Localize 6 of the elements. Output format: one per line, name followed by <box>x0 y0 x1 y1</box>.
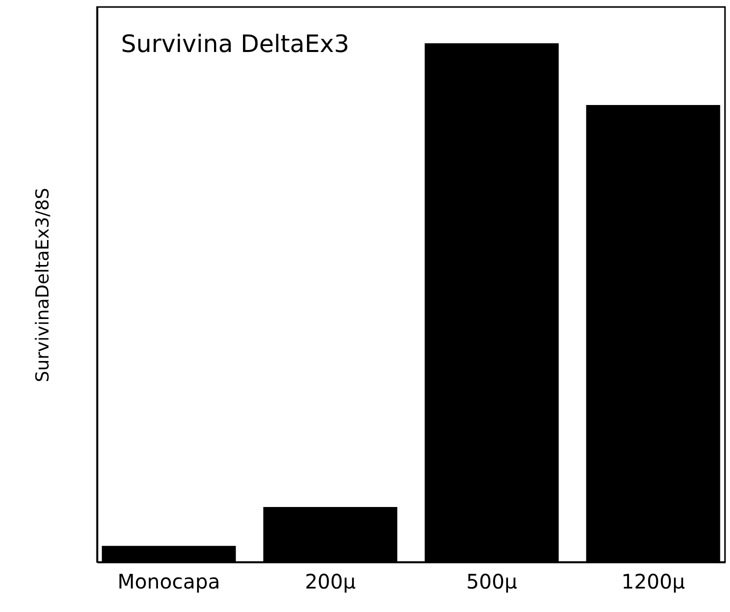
x-tick-label: 1200µ <box>621 570 686 594</box>
chart-title: Survivina DeltaEx3 <box>121 30 350 58</box>
x-tick-label: Monocapa <box>118 570 220 594</box>
x-tick-label: 200µ <box>304 570 356 594</box>
x-tick-label: 500µ <box>466 570 518 594</box>
y-axis-title: SurvivinaDeltaEx3/8S <box>32 188 54 382</box>
